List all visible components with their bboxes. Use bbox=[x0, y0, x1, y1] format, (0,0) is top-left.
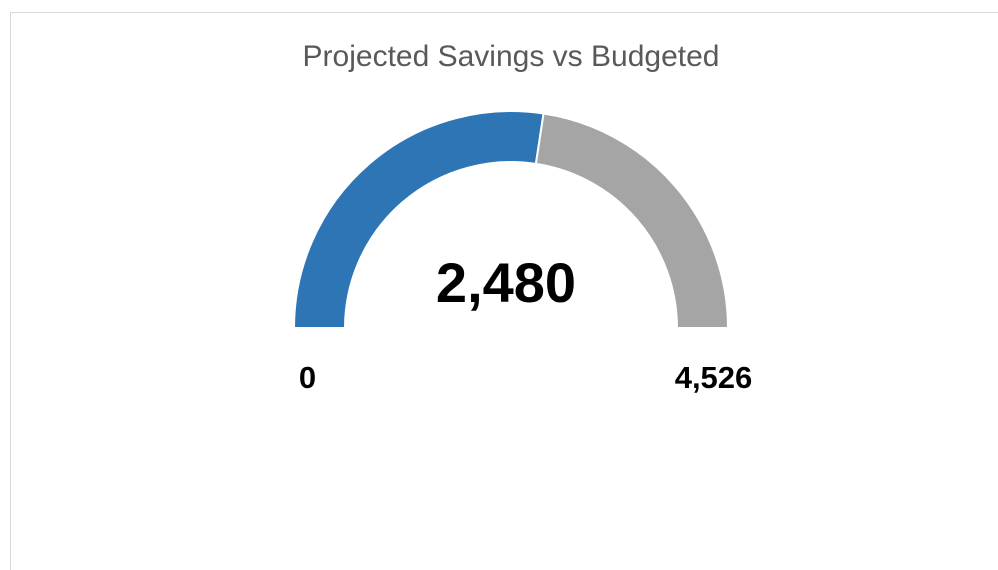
chart-frame bbox=[10, 12, 998, 570]
gauge-min-label: 0 bbox=[299, 360, 316, 395]
gauge-max-label: 4,526 bbox=[675, 360, 753, 395]
gauge-remainder-arc bbox=[534, 112, 730, 329]
gauge-value-label: 2,480 bbox=[436, 251, 576, 314]
chart-title: Projected Savings vs Budgeted bbox=[303, 40, 720, 73]
